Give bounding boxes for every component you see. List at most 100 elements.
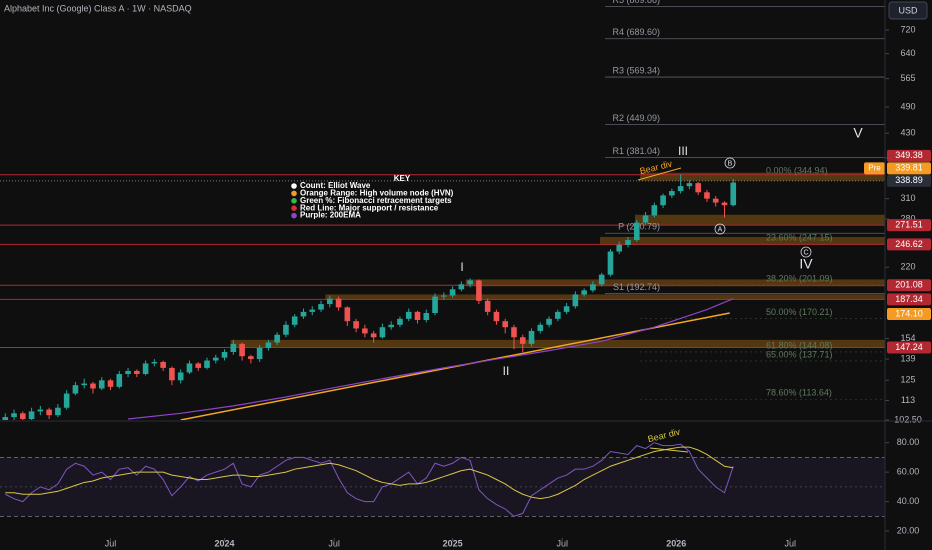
rsi-tick-label: 40.00 [897,496,920,506]
candle-body [142,363,149,375]
fib-label: 65.00% (137.71) [766,349,833,359]
fib-label: 50.00% (170.21) [766,307,833,317]
candle-body [379,327,386,338]
price-tag-label: 174.10 [895,308,923,318]
y-tick-label: 154 [900,333,915,343]
candle-body [633,222,640,241]
y-tick-label: 430 [900,128,915,138]
candle-body [484,300,491,312]
hvn-zone [325,294,885,300]
candle-body [598,274,605,285]
candle-body [274,334,280,343]
candle-body [397,318,403,325]
y-tick-label: 490 [900,101,915,111]
candle-body [300,311,307,317]
candle-body [476,280,482,301]
y-tick-label: 102.50 [894,414,922,424]
candle-body [248,356,254,360]
key-item: Red Line: Major support / resistance [300,203,439,212]
candle-body [335,298,342,308]
candle-body [704,192,710,199]
candle-body [81,383,88,386]
key-dot [291,205,297,211]
rsi-ma-line [5,446,734,500]
session-tag-label: Pre [868,163,881,172]
candle-body [72,385,79,394]
candle-body [46,409,52,416]
candle-body [528,330,535,344]
candle-body [493,311,500,322]
candle-body [660,195,666,206]
price-tag-label: 201.08 [895,280,923,290]
candle-body [265,342,272,348]
candle-body [2,417,9,420]
y-tick-label: 113 [901,395,915,405]
price-tag [887,162,931,175]
wave-label: A [718,226,723,233]
currency-button[interactable] [888,1,928,20]
candle-body [221,352,228,358]
candle-body [519,337,526,344]
ema-line [127,298,734,420]
y-tick-label: 220 [900,262,915,272]
candle-body [616,244,623,252]
candle-body [177,372,184,381]
candle-body [432,296,438,314]
pivot-label: R4 (689.60) [612,27,660,37]
candle-body [370,333,377,338]
rsi-tick-label: 60.00 [897,467,920,477]
candle-body [537,324,544,331]
candle-body [581,290,587,295]
candle-body [721,202,728,206]
candle-body [107,380,114,387]
y-tick-label: 139 [900,353,915,363]
pivot-label: R5 (809.86) [612,0,660,5]
candle-body [388,324,394,328]
wave-label: III [678,144,688,158]
wave-circle [800,246,812,258]
key-dot [291,212,297,219]
wave-label: II [503,364,510,378]
key-dot [291,198,297,204]
candle-body [318,304,324,310]
fib-label: 38.20% (201.09) [766,274,833,284]
candle-body [256,347,263,360]
candle-body [686,183,693,187]
candle-body [11,413,17,418]
x-tick-label: 2025 [443,538,463,548]
wave-label: B [728,160,733,167]
price-pane: R5 (809.86) R4 (689.60) R3 (569.34) R2 (449… [0,0,885,420]
candle-body [344,307,351,322]
price-tag [887,279,931,292]
candle-body [449,289,456,296]
candle-body [309,309,316,312]
candle-body [730,182,737,206]
price-tag-label: 271.51 [895,220,923,230]
candle-body [204,360,210,368]
candle-body [642,215,649,223]
pivot-label: S1 (192.74) [613,282,660,292]
currency[interactable]: USD [898,5,918,15]
price-tag [887,293,931,306]
hvn-zone [635,214,885,225]
y-tick-label: 125 [900,375,915,385]
candle-body [125,370,131,375]
rsi-pane: Bear div [0,426,885,517]
price-tag [887,219,931,232]
price-tag [887,238,931,251]
price-tag [887,149,931,162]
price-tag [887,174,931,187]
candle-body [55,407,61,416]
candle-body [239,343,245,357]
y-tick-label: 720 [900,24,915,34]
divergence-arrow [649,447,689,453]
price-tag [887,308,931,321]
fib-label: 61.80% (144.08) [766,340,833,350]
candle-body [441,295,447,297]
fib-label: 23.60% (247.15) [766,232,833,242]
price-tag-label: 246.62 [895,239,923,249]
candle-body [116,374,123,387]
